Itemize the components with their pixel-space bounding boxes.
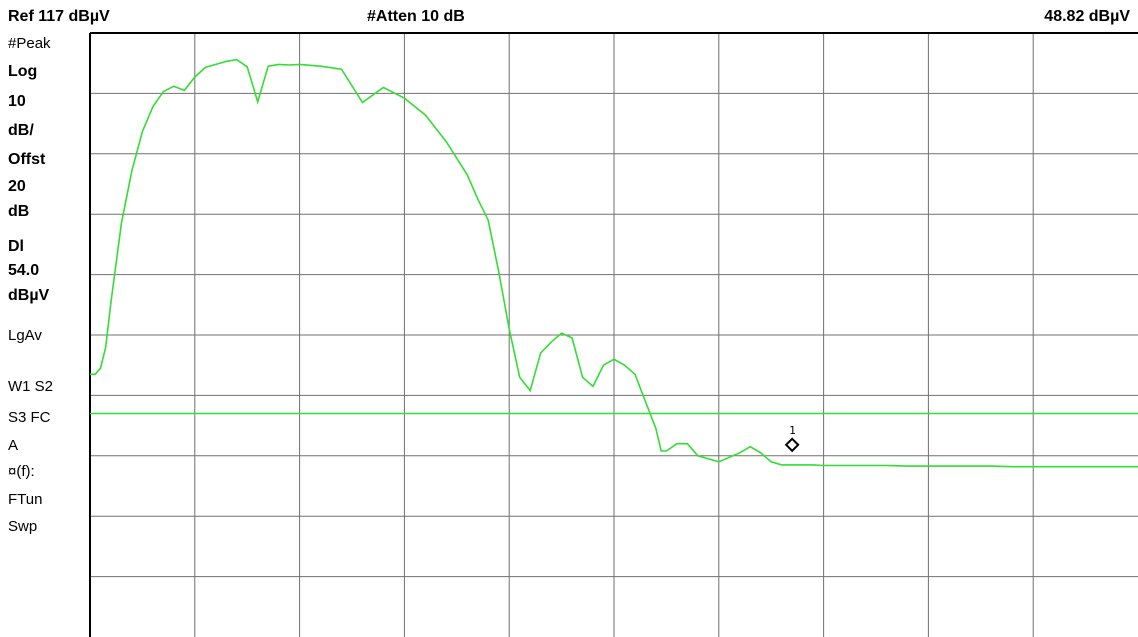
display-line-value: 54.0 <box>8 262 40 279</box>
trace-line <box>90 58 1138 468</box>
marker-readout: 48.82 dBµV <box>1044 8 1130 25</box>
marker-label: 1 <box>789 424 796 437</box>
offset-label: Offst <box>8 151 46 168</box>
avg-mode-label: LgAv <box>8 327 42 344</box>
ref-level-label: Ref 117 dBµV <box>8 8 110 25</box>
trace-s3-fc-label: S3 FC <box>8 409 51 426</box>
offset-unit-label: dB <box>8 203 30 220</box>
func-f-label: ¤(f): <box>8 463 35 480</box>
scale-type-label: Log <box>8 63 38 80</box>
scale-value-label: 10 <box>8 93 26 110</box>
detector-label: #Peak <box>8 35 51 52</box>
trace-a-label: A <box>8 437 19 454</box>
scale-unit-label: dB/ <box>8 122 34 139</box>
ftun-label: FTun <box>8 491 43 508</box>
trace-w1-s2-label: W1 S2 <box>8 378 54 395</box>
display-line-label: Dl <box>8 238 24 255</box>
display-line-unit: dBµV <box>8 287 50 304</box>
offset-value-label: 20 <box>8 178 26 195</box>
swp-label: Swp <box>8 518 38 535</box>
marker-diamond <box>784 437 800 453</box>
attenuation-label: #Atten 10 dB <box>367 8 465 25</box>
